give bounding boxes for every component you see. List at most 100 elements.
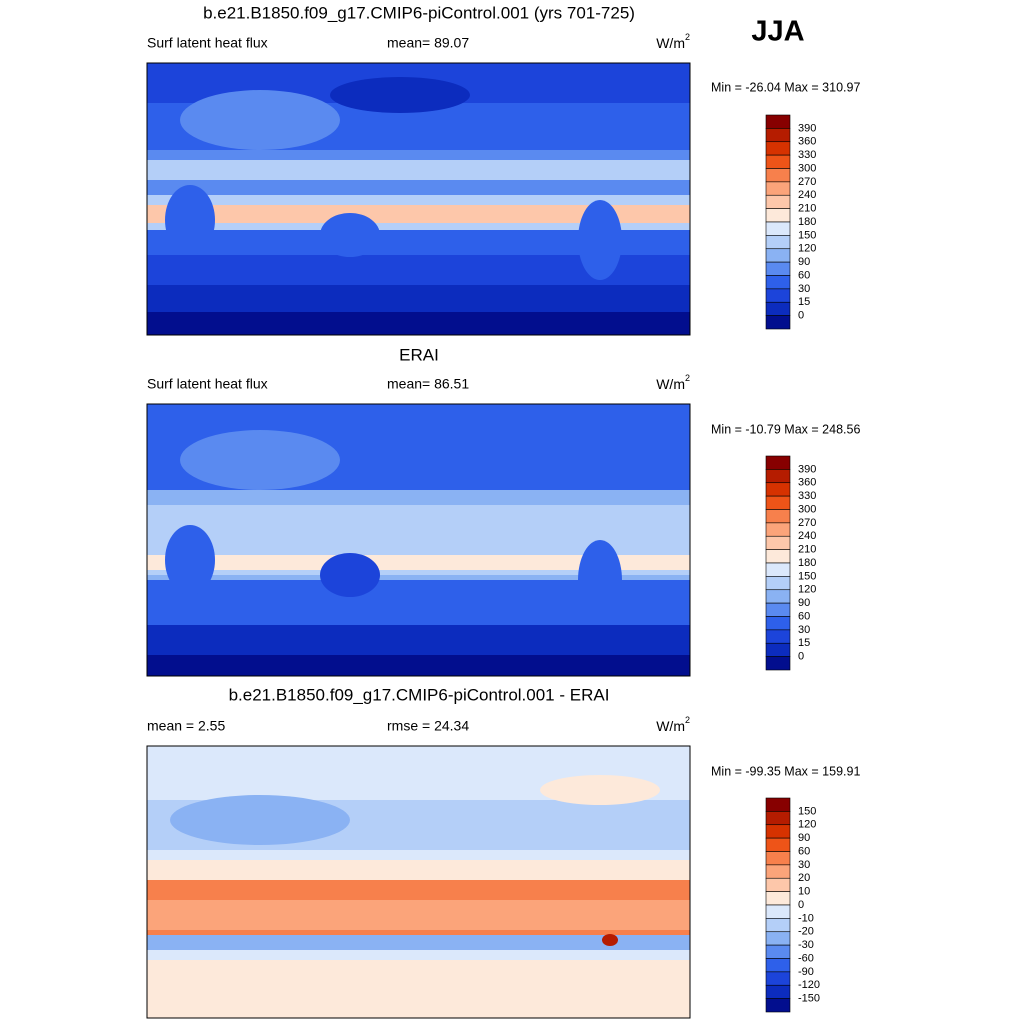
colorbar-box xyxy=(765,616,791,631)
colorbar-label: 90 xyxy=(798,256,810,268)
colorbar-label: 360 xyxy=(798,136,816,148)
panel-title: ERAI xyxy=(399,345,439,364)
colorbar-label: 390 xyxy=(798,463,816,475)
colorbar-box xyxy=(765,602,791,617)
colorbar-label: 300 xyxy=(798,503,816,515)
colorbar-label: 390 xyxy=(798,122,816,134)
colorbar-box xyxy=(765,168,791,183)
units-label: W/m2 xyxy=(656,715,690,733)
season-label: JJA xyxy=(751,16,804,48)
colorbar-label: 90 xyxy=(798,597,810,609)
panel-title: b.e21.B1850.f09_g17.CMIP6-piControl.001 … xyxy=(203,3,635,22)
colorbar-label: 210 xyxy=(798,544,816,556)
map xyxy=(147,404,690,676)
colorbar-box xyxy=(765,656,791,671)
center-label: mean= 86.51 xyxy=(387,376,469,392)
colorbar-box xyxy=(765,261,791,276)
colorbar-box xyxy=(765,248,791,263)
colorbar-label: 180 xyxy=(798,557,816,569)
colorbar-label: 240 xyxy=(798,189,816,201)
colorbar-label: 210 xyxy=(798,203,816,215)
colorbar-label: 150 xyxy=(798,570,816,582)
colorbar-label: 60 xyxy=(798,845,810,857)
map-frame xyxy=(146,403,691,677)
map xyxy=(147,746,690,1018)
colorbar-box xyxy=(765,891,791,906)
colorbar-label: 30 xyxy=(798,624,810,636)
colorbar-label: 10 xyxy=(798,886,810,898)
colorbar-box xyxy=(765,482,791,497)
colorbar-label: 120 xyxy=(798,243,816,255)
colorbar-label: 360 xyxy=(798,477,816,489)
colorbar-label: 330 xyxy=(798,490,816,502)
colorbar-label: 270 xyxy=(798,176,816,188)
colorbar-label: -60 xyxy=(798,952,814,964)
colorbar-box xyxy=(765,904,791,919)
colorbar-box xyxy=(765,181,791,196)
colorbar-label: -30 xyxy=(798,939,814,951)
colorbar-box xyxy=(765,509,791,524)
panel-title: b.e21.B1850.f09_g17.CMIP6-piControl.001 … xyxy=(229,685,610,704)
units-superscript: 2 xyxy=(685,373,690,383)
center-label: mean= 89.07 xyxy=(387,35,469,51)
colorbar-box xyxy=(765,824,791,839)
units-label: W/m2 xyxy=(656,373,690,391)
colorbar-box xyxy=(765,128,791,143)
colorbar-box xyxy=(765,469,791,484)
colorbar-box xyxy=(765,837,791,852)
colorbar-box xyxy=(765,208,791,223)
colorbar-label: -150 xyxy=(798,993,820,1005)
colorbar-label: 30 xyxy=(798,283,810,295)
colorbar-label: 150 xyxy=(798,229,816,241)
map-frame xyxy=(146,62,691,336)
colorbar-box xyxy=(765,549,791,564)
colorbar-box xyxy=(765,495,791,510)
colorbar-box xyxy=(765,944,791,959)
colorbar-label: 300 xyxy=(798,162,816,174)
left-label: Surf latent heat flux xyxy=(147,376,268,392)
colorbar-label: 90 xyxy=(798,832,810,844)
colorbar-box xyxy=(765,114,791,129)
colorbar-box xyxy=(765,971,791,986)
units-superscript: 2 xyxy=(685,32,690,42)
units-label: W/m2 xyxy=(656,32,690,50)
colorbar-label: 330 xyxy=(798,149,816,161)
units: W/m xyxy=(656,35,685,51)
colorbar-label: -20 xyxy=(798,926,814,938)
colorbar-box xyxy=(765,154,791,169)
colorbar-box xyxy=(765,141,791,156)
colorbar-box xyxy=(765,562,791,577)
colorbar-label: 15 xyxy=(798,637,810,649)
colorbar-box xyxy=(765,535,791,550)
units-superscript: 2 xyxy=(685,715,690,725)
colorbar-box xyxy=(765,918,791,933)
colorbar-box xyxy=(765,998,791,1013)
min-max: Min = -10.79 Max = 248.56 xyxy=(711,422,860,436)
map-frame xyxy=(146,745,691,1019)
colorbar-label: 270 xyxy=(798,517,816,529)
colorbar-box xyxy=(765,811,791,826)
colorbar-box xyxy=(765,589,791,604)
colorbar-box xyxy=(765,235,791,250)
colorbar-label: -90 xyxy=(798,966,814,978)
colorbar-label: 15 xyxy=(798,296,810,308)
colorbar-label: 180 xyxy=(798,216,816,228)
colorbar-box xyxy=(765,642,791,657)
colorbar-label: 0 xyxy=(798,899,804,911)
colorbar-label: 120 xyxy=(798,819,816,831)
colorbar-box xyxy=(765,877,791,892)
colorbar-label: 240 xyxy=(798,530,816,542)
colorbar-box xyxy=(765,984,791,999)
map xyxy=(147,63,690,335)
colorbar-box xyxy=(765,958,791,973)
colorbar-box xyxy=(765,194,791,209)
center-label: rmse = 24.34 xyxy=(387,718,469,734)
units: W/m xyxy=(656,718,685,734)
colorbar-label: -10 xyxy=(798,912,814,924)
colorbar-box xyxy=(765,851,791,866)
colorbar-box xyxy=(765,629,791,644)
min-max: Min = -99.35 Max = 159.91 xyxy=(711,764,860,778)
colorbar-box xyxy=(765,221,791,236)
